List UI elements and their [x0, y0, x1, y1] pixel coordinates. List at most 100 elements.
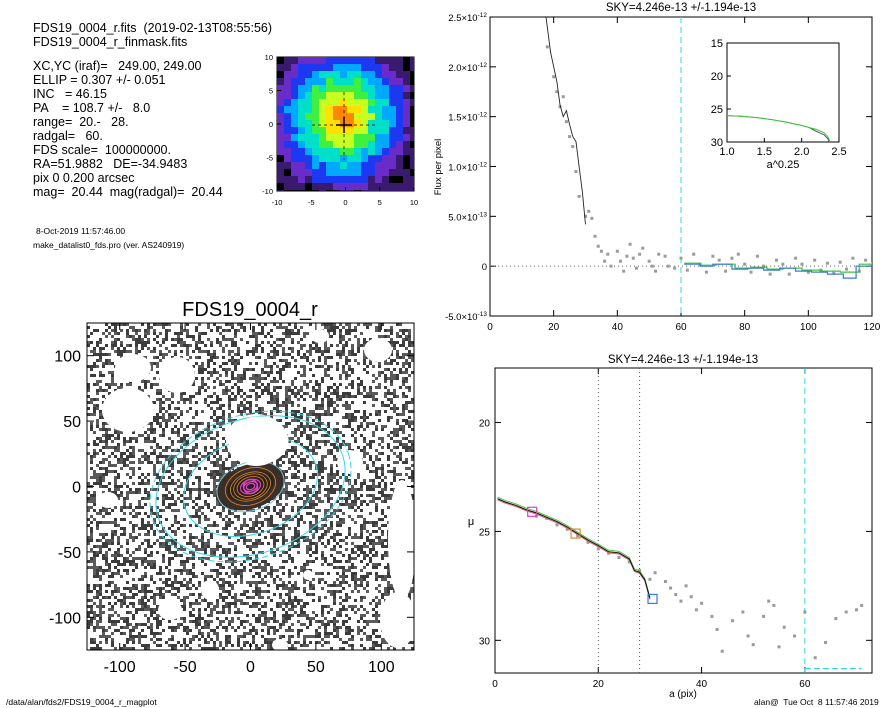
image-noise-pixel [228, 557, 231, 560]
image-noise-pixel [192, 365, 195, 368]
image-noise-pixel [207, 386, 210, 389]
image-noise-pixel [234, 602, 237, 605]
image-noise-pixel [279, 527, 282, 530]
image-noise-pixel [303, 521, 306, 524]
thumbnail-cell [291, 127, 298, 134]
image-noise-pixel [144, 491, 147, 494]
image-noise-pixel [129, 536, 132, 539]
image-noise-pixel [207, 455, 210, 458]
image-noise-pixel [339, 545, 342, 548]
image-noise-pixel [147, 533, 150, 536]
image-noise-pixel [216, 602, 219, 605]
image-noise-pixel [216, 407, 219, 410]
image-noise-pixel [90, 560, 93, 563]
image-noise-pixel [366, 464, 369, 467]
thumbnail-cell [396, 176, 403, 183]
image-noise-pixel [228, 542, 231, 545]
image-noise-pixel [288, 599, 291, 602]
image-noise-pixel [336, 566, 339, 569]
image-noise-pixel [180, 470, 183, 473]
image-noise-pixel [303, 461, 306, 464]
image-noise-pixel [390, 416, 393, 419]
image-noise-pixel [297, 416, 300, 419]
thumbnail-cell [319, 113, 326, 120]
image-noise-pixel [246, 407, 249, 410]
param-inclination: INC = 46.15 [33, 87, 107, 101]
thumbnail-cell [291, 120, 298, 127]
image-noise-pixel [351, 500, 354, 503]
image-noise-pixel [357, 341, 360, 344]
image-noise-pixel [87, 587, 90, 590]
image-noise-pixel [303, 494, 306, 497]
thumbnail-x-tick-label: -5 [308, 198, 315, 207]
image-noise-pixel [228, 452, 231, 455]
image-noise-pixel [321, 464, 324, 467]
image-noise-pixel [120, 554, 123, 557]
thumbnail-cell [277, 85, 284, 92]
image-noise-pixel [186, 470, 189, 473]
image-noise-pixel [336, 353, 339, 356]
image-noise-pixel [180, 563, 183, 566]
image-noise-pixel [171, 551, 174, 554]
image-noise-pixel [315, 452, 318, 455]
image-noise-pixel [108, 383, 111, 386]
image-noise-pixel [399, 443, 402, 446]
image-noise-pixel [87, 566, 90, 569]
image-noise-pixel [180, 485, 183, 488]
image-noise-pixel [375, 428, 378, 431]
image-noise-pixel [228, 593, 231, 596]
image-noise-pixel [243, 368, 246, 371]
image-noise-pixel [261, 509, 264, 512]
image-noise-pixel [336, 389, 339, 392]
image-noise-pixel [330, 452, 333, 455]
image-noise-pixel [246, 401, 249, 404]
image-noise-pixel [336, 428, 339, 431]
image-noise-pixel [129, 506, 132, 509]
image-noise-pixel [141, 389, 144, 392]
thumbnail-cell [389, 92, 396, 99]
image-noise-pixel [111, 521, 114, 524]
image-noise-pixel [231, 584, 234, 587]
image-noise-pixel [354, 536, 357, 539]
image-noise-pixel [159, 344, 162, 347]
image-noise-pixel [126, 473, 129, 476]
image-noise-pixel [156, 482, 159, 485]
thumbnail-cell [375, 71, 382, 78]
image-noise-pixel [192, 584, 195, 587]
image-noise-pixel [312, 476, 315, 479]
image-noise-pixel [159, 509, 162, 512]
image-noise-pixel [411, 398, 414, 401]
image-noise-pixel [141, 479, 144, 482]
image-noise-pixel [159, 416, 162, 419]
image-noise-pixel [303, 335, 306, 338]
image-noise-pixel [273, 611, 276, 614]
thumbnail-cell [410, 113, 414, 120]
image-noise-pixel [318, 404, 321, 407]
image-noise-pixel [291, 602, 294, 605]
image-noise-pixel [189, 536, 192, 539]
image-noise-pixel [327, 332, 330, 335]
image-noise-pixel [366, 488, 369, 491]
image-noise-pixel [381, 500, 384, 503]
image-noise-pixel [195, 524, 198, 527]
image-noise-pixel [303, 332, 306, 335]
image-noise-pixel [216, 464, 219, 467]
image-noise-pixel [108, 362, 111, 365]
image-noise-pixel [306, 602, 309, 605]
thumbnail-cell [277, 134, 284, 141]
image-noise-pixel [273, 554, 276, 557]
image-noise-pixel [390, 587, 393, 590]
image-noise-pixel [327, 590, 330, 593]
thumbnail-cell [312, 64, 319, 71]
thumbnail-cell [291, 155, 298, 162]
image-noise-pixel [180, 545, 183, 548]
image-noise-pixel [258, 395, 261, 398]
thumbnail-cell [396, 92, 403, 99]
image-noise-pixel [153, 428, 156, 431]
image-noise-pixel [357, 386, 360, 389]
image-noise-pixel [111, 614, 114, 617]
image-noise-pixel [186, 461, 189, 464]
thumbnail-cell [277, 148, 284, 155]
image-noise-pixel [183, 455, 186, 458]
